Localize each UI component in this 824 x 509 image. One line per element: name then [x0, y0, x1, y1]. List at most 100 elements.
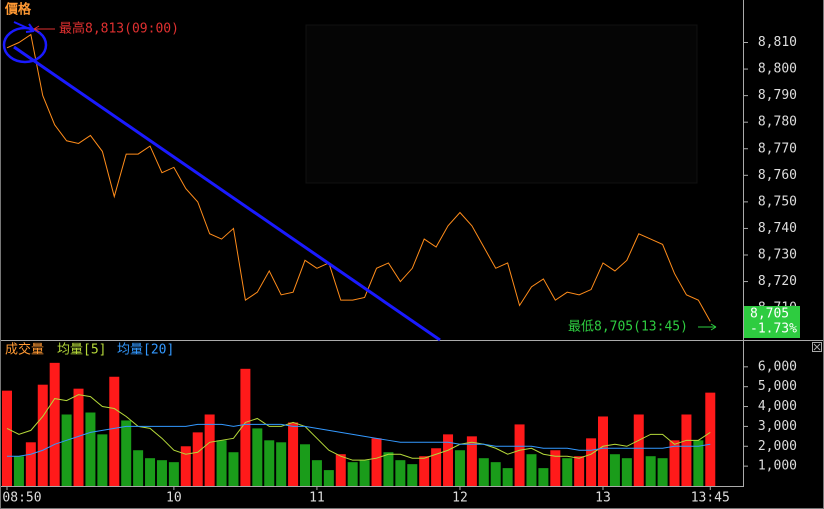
volume-bar [145, 458, 156, 486]
volume-bar [359, 460, 370, 486]
volume-bar [526, 454, 537, 486]
volume-bar [13, 456, 24, 486]
last-price: 8,705 [750, 307, 789, 322]
volume-bar [574, 456, 585, 486]
high-label: 最高8,813(09:00) [59, 21, 179, 37]
volume-bar [598, 416, 608, 486]
legend-ma20: 均量[20] [117, 343, 174, 358]
volume-bar [61, 414, 72, 486]
volume-bar [586, 438, 597, 486]
x-tick-label: 11 [309, 491, 325, 506]
volume-bar [156, 460, 167, 486]
y-tick-label: 8,800 [758, 62, 797, 77]
y-tick-label: 5,000 [758, 379, 797, 394]
x-tick-label: 12 [452, 491, 468, 506]
volume-bar [85, 412, 96, 486]
y-tick-label: 8,810 [758, 35, 797, 50]
volume-bar [454, 450, 465, 486]
x-tick-label: 10 [166, 491, 182, 506]
y-tick-label: 8,790 [758, 88, 797, 103]
volume-bar [204, 414, 215, 486]
close-icon[interactable] [813, 343, 821, 351]
volume-panel: 1,000 2,000 3,000 4,000 5,000 6,000 08:50 10 11 1… [2, 359, 797, 506]
volume-bar [502, 468, 513, 486]
x-tick-label: 13 [595, 491, 611, 506]
volume-bar [395, 460, 406, 486]
volume-bar [25, 442, 36, 486]
y-tick-label: 8,720 [758, 274, 797, 289]
volume-bar [168, 462, 179, 486]
y-tick-label: 8,750 [758, 194, 797, 209]
volume-bar [109, 376, 120, 486]
low-arrow [698, 323, 717, 331]
volume-bar [133, 450, 144, 486]
volume-bar [633, 414, 644, 486]
volume-bar [2, 390, 12, 486]
volume-bar [466, 436, 477, 486]
volume-bar [216, 440, 227, 486]
y-tick-label: 3,000 [758, 419, 797, 434]
volume-bar [657, 458, 668, 486]
price-line [6, 33, 711, 322]
volume-bar [693, 440, 704, 486]
volume-bar [609, 454, 620, 486]
volume-bar [431, 448, 442, 486]
price-change: -1.73% [750, 322, 797, 337]
volume-bar [443, 434, 454, 486]
volume-bar [192, 432, 203, 486]
volume-bar [240, 368, 251, 486]
volume-bar [538, 468, 549, 486]
y-tick-label: 8,780 [758, 115, 797, 130]
volume-bar [347, 462, 358, 486]
volume-bar [49, 362, 60, 486]
last-price-box [744, 306, 800, 338]
volume-bar [300, 444, 310, 486]
y-tick-label: 8,740 [758, 221, 797, 236]
volume-bar [276, 442, 287, 486]
y-tick-label: 2,000 [758, 439, 797, 454]
volume-bar [621, 458, 632, 486]
volume-bar [180, 446, 191, 486]
volume-bar [264, 440, 275, 486]
volume-bar [490, 462, 501, 486]
volume-bar [73, 388, 84, 486]
moving-average-line [6, 394, 711, 461]
volume-bar [335, 454, 346, 486]
volume-bar [323, 470, 334, 486]
trend-line [13, 45, 441, 342]
volume-bar [37, 384, 48, 486]
low-label: 最低8,705(13:45) [568, 320, 688, 335]
volume-bar [311, 460, 322, 486]
volume-bar [705, 392, 716, 486]
volume-bar [681, 414, 692, 486]
legend-ma5: 均量[5] [57, 343, 106, 358]
volume-bar [228, 452, 239, 486]
volume-bar [97, 434, 108, 486]
volume-bar [550, 450, 561, 486]
y-tick-label: 1,000 [758, 459, 797, 474]
x-tick-label: 08:50 [2, 491, 41, 506]
volume-bar [669, 440, 680, 486]
volume-bar [407, 464, 418, 486]
volume-bar [252, 428, 263, 486]
price-title: 價格 [4, 2, 32, 18]
y-tick-label: 4,000 [758, 399, 797, 414]
volume-title: 成交量 [5, 342, 44, 358]
volume-bar [371, 438, 382, 486]
volume-bar [419, 456, 430, 486]
volume-bar [478, 458, 489, 486]
overlay-box [305, 24, 698, 184]
volume-bar [645, 456, 656, 486]
volume-bar [121, 420, 132, 486]
volume-bar [562, 458, 573, 486]
y-tick-label: 8,770 [758, 141, 797, 156]
volume-bar [383, 452, 394, 486]
y-tick-label: 6,000 [758, 359, 797, 374]
arrow-annotation [13, 21, 35, 33]
volume-bar [288, 422, 299, 486]
y-tick-label: 8,760 [758, 168, 797, 183]
high-arrow [33, 25, 55, 33]
x-tick-label: 13:45 [691, 491, 730, 506]
close-button[interactable] [812, 342, 822, 352]
